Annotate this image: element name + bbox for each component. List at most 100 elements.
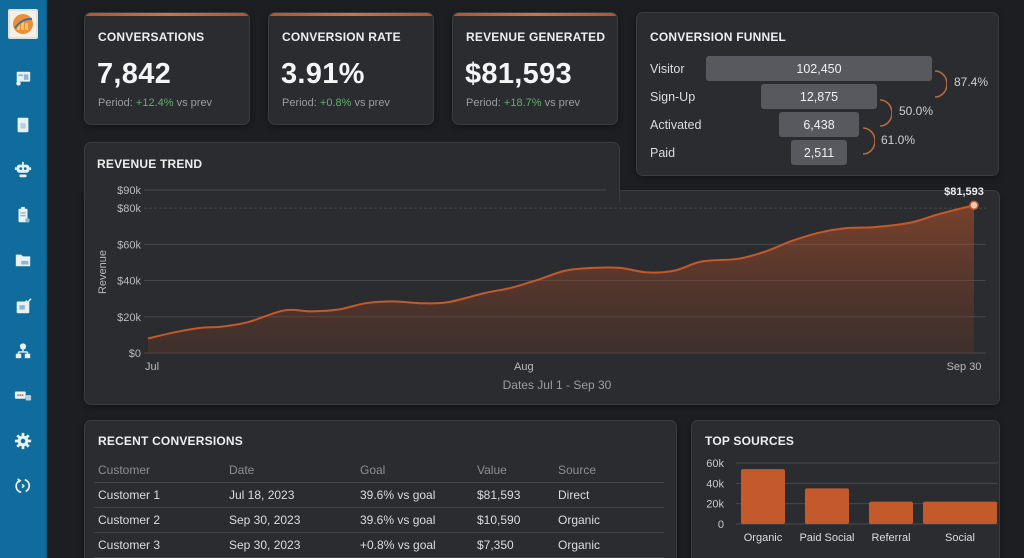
period-label: Period: [98, 97, 136, 109]
table-row[interactable]: Customer 1 Jul 18, 2023 39.6% vs goal $8… [94, 482, 664, 508]
funnel-bar-visitor[interactable]: 102,450 [706, 56, 932, 81]
sidebar-item-documents[interactable] [12, 114, 34, 136]
sync-icon [15, 478, 31, 494]
cell-date: Sep 30, 2023 [225, 532, 356, 558]
robot-icon [14, 161, 32, 178]
funnel-arc [879, 99, 892, 127]
x-axis-label: Dates Jul 1 - Sep 30 [503, 378, 612, 392]
cell-goal: +0.8% vs goal [356, 532, 473, 558]
y-tick-label: $60k [117, 239, 141, 251]
column-header-date[interactable]: Date [225, 458, 356, 483]
y-tick-label: $20k [117, 312, 141, 324]
kpi-card-conversion-rate: CONVERSION RATE 3.91% Period: +0.8% vs p… [268, 12, 434, 125]
bar-paid-social[interactable] [805, 488, 849, 524]
table-header-row: Customer Date Goal Value Source [94, 458, 664, 483]
y-tick-label: $90k [117, 185, 141, 197]
checked-card-icon [16, 298, 32, 314]
column-header-goal[interactable]: Goal [356, 458, 473, 483]
kpi-change: +18.7% [503, 97, 542, 109]
x-tick-label: Sep 30 [947, 361, 982, 373]
cell-goal: 39.6% vs goal [356, 482, 473, 508]
x-tick-label: Referral [871, 532, 910, 544]
app-logo[interactable] [8, 9, 38, 39]
clipboard-icon [18, 206, 30, 223]
funnel-stage-label: Paid [650, 146, 676, 160]
cell-customer: Customer 2 [94, 507, 225, 533]
recent-conversions-table: Customer Date Goal Value Source Customer… [94, 458, 664, 558]
y-axis-label: Revenue [97, 250, 109, 294]
sidebar-item-reports[interactable] [12, 67, 34, 89]
kpi-value: $81,593 [465, 58, 572, 90]
period-suffix: vs prev [351, 97, 390, 109]
cell-customer: Customer 3 [94, 532, 225, 558]
x-tick-label: Social [945, 532, 975, 544]
gear-icon [14, 432, 32, 450]
card-seam [85, 188, 619, 204]
kpi-title: CONVERSATIONS [98, 30, 205, 44]
sidebar-item-files[interactable] [12, 249, 34, 271]
column-header-value[interactable]: Value [473, 458, 554, 483]
funnel-stage-label: Sign-Up [650, 90, 696, 104]
sidebar-item-approvals[interactable] [12, 295, 34, 317]
report-card-icon [16, 71, 31, 86]
cell-goal: 39.6% vs goal [356, 507, 473, 533]
kpi-period: Period: +18.7% vs prev [466, 97, 580, 109]
period-label: Period: [466, 97, 504, 109]
funnel-stage-label: Visitor [650, 62, 685, 76]
top-sources-title: TOP SOURCES [705, 434, 795, 448]
y-tick-label: $40k [117, 276, 141, 288]
bar-organic[interactable] [741, 469, 785, 524]
sidebar [0, 0, 47, 558]
kpi-change: +0.8% [319, 97, 352, 109]
y-tick-label: $80k [117, 203, 141, 215]
cell-value: $10,590 [473, 507, 554, 533]
revenue-end-label: $81,593 [944, 186, 984, 198]
bar-referral[interactable] [869, 501, 913, 524]
funnel-rate: 87.4% [954, 75, 989, 89]
conversion-funnel-card: CONVERSION FUNNEL Visitor 102,450 Sign-U… [636, 12, 999, 176]
sidebar-item-org[interactable] [12, 340, 34, 362]
sidebar-item-settings[interactable] [12, 430, 34, 452]
sidebar-item-tasks[interactable] [12, 204, 34, 226]
funnel-bar-paid[interactable]: 2,511 [791, 140, 847, 165]
x-tick-label: Organic [744, 532, 783, 544]
top-sources-card: TOP SOURCES 0 20k 40k 60k Organic Paid Socia… [691, 420, 1000, 558]
cell-source: Direct [554, 482, 664, 508]
kpi-title: REVENUE GENERATED [466, 30, 606, 44]
kpi-period: Period: +12.4% vs prev [98, 97, 212, 109]
period-suffix: vs prev [541, 97, 581, 109]
kpi-card-revenue-generated: REVENUE GENERATED $81,593 Period: +18.7%… [452, 12, 618, 125]
revenue-area [148, 205, 974, 353]
sidebar-item-bots[interactable] [12, 159, 34, 181]
funnel-bar-activated[interactable]: 6,438 [779, 112, 859, 137]
sidebar-item-messages[interactable] [12, 385, 34, 407]
kpi-change: +12.4% [135, 97, 174, 109]
funnel-stage-label: Activated [650, 118, 702, 132]
revenue-end-point[interactable] [969, 200, 979, 210]
column-header-source[interactable]: Source [554, 458, 664, 483]
revenue-trend-title: REVENUE TREND [97, 157, 203, 171]
kpi-value: 7,842 [97, 58, 172, 90]
table-row[interactable]: Customer 2 Sep 30, 2023 39.6% vs goal $1… [94, 507, 664, 533]
revenue-line [147, 204, 975, 340]
chat-icon [14, 391, 32, 401]
kpi-card-conversations: CONVERSATIONS 7,842 Period: +12.4% vs pr… [84, 12, 250, 125]
cell-date: Sep 30, 2023 [225, 507, 356, 533]
table-row[interactable]: Customer 3 Sep 30, 2023 +0.8% vs goal $7… [94, 532, 664, 558]
recent-conversions-card: RECENT CONVERSIONS Customer Date Goal Va… [84, 420, 677, 558]
logo-icon [13, 14, 33, 34]
y-tick-label: $0 [129, 348, 141, 360]
document-icon [17, 117, 29, 133]
y-tick-label: 40k [706, 478, 724, 490]
cell-value: $7,350 [473, 532, 554, 558]
funnel-title: CONVERSION FUNNEL [650, 30, 787, 44]
cell-date: Jul 18, 2023 [225, 482, 356, 508]
sidebar-item-sync[interactable] [12, 475, 34, 497]
funnel-bar-sign-up[interactable]: 12,875 [761, 84, 877, 109]
x-tick-label: Jul [145, 361, 159, 373]
folder-icon [15, 254, 31, 267]
kpi-value: 3.91% [281, 58, 365, 90]
bar-social[interactable] [923, 501, 997, 524]
column-header-customer[interactable]: Customer [94, 458, 225, 483]
revenue-trend-chart[interactable]: $0 $20k $40k $60k $80k $90k Revenue $81,593 J… [84, 142, 1000, 405]
